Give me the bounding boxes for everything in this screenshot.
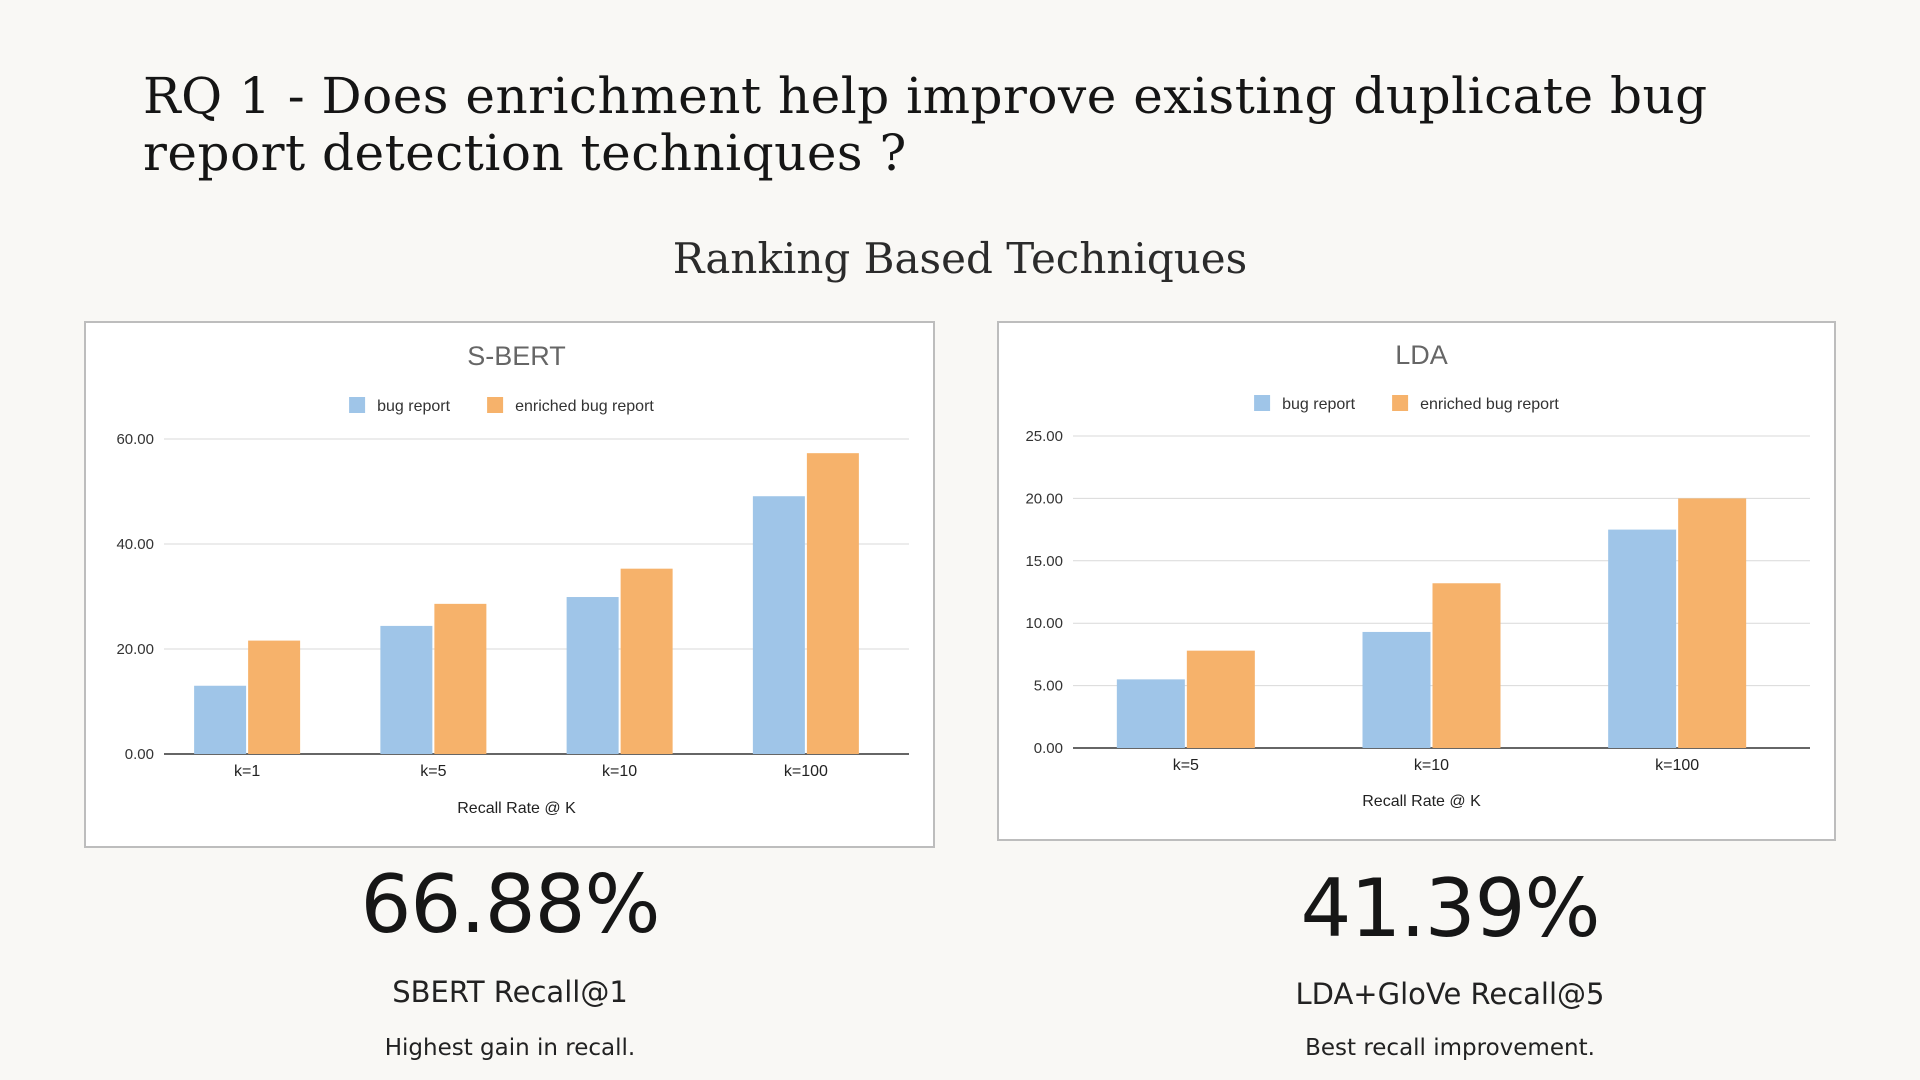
bar-k5-bug-report [1116, 679, 1185, 748]
bar-k100-bug-report [1608, 529, 1677, 748]
x-tick-label: k=10 [602, 763, 637, 780]
x-axis-label: Recall Rate @ K [457, 800, 576, 817]
y-tick-label: 20.00 [1025, 490, 1063, 507]
legend-label-0: bug report [1282, 396, 1355, 413]
y-tick-label: 60.00 [116, 431, 154, 448]
sbert-stat-value: 66.88% [360, 858, 660, 951]
chart-title: LDA [1395, 340, 1448, 370]
x-tick-label: k=100 [1655, 757, 1699, 774]
lda-stat-value: 41.39% [1300, 862, 1600, 955]
y-tick-label: 0.00 [125, 746, 154, 763]
x-axis-label: Recall Rate @ K [1362, 793, 1481, 810]
bar-k1-enriched [248, 640, 301, 754]
bar-k10-bug-report [566, 597, 619, 754]
bar-k1-bug-report [194, 685, 247, 754]
legend-swatch-0 [1254, 395, 1271, 411]
x-tick-label: k=100 [784, 763, 828, 780]
legend-swatch-1 [487, 397, 504, 413]
chart-title: S-BERT [467, 341, 566, 371]
x-tick-label: k=5 [420, 763, 446, 780]
bar-k5-enriched [434, 603, 487, 754]
sbert-chart-panel: S-BERT bug report enriched bug report 0.00 2… [84, 321, 935, 848]
bar-k10-enriched [620, 568, 673, 754]
bar-k100-enriched [806, 453, 859, 754]
y-tick-label: 5.00 [1034, 678, 1063, 695]
bar-k100-enriched [1678, 498, 1747, 748]
y-tick-label: 0.00 [1034, 740, 1063, 757]
bar-k5-enriched [1186, 650, 1255, 748]
section-subtitle: Ranking Based Techniques [672, 234, 1248, 283]
bar-k10-bug-report [1362, 631, 1431, 748]
y-tick-label: 25.00 [1025, 428, 1063, 445]
bar-k10-enriched [1432, 583, 1501, 748]
legend-label-0: bug report [377, 398, 450, 415]
y-tick-label: 15.00 [1025, 553, 1063, 570]
legend-label-1: enriched bug report [1420, 396, 1559, 413]
legend-swatch-1 [1392, 395, 1409, 411]
sbert-stat-description: Highest gain in recall. [384, 1035, 636, 1061]
sbert-bar-chart: S-BERT bug report enriched bug report 0.00 2… [116, 341, 909, 817]
y-tick-label: 10.00 [1025, 615, 1063, 632]
lda-chart-panel: LDA bug report enriched bug report 0.00 5.00… [997, 321, 1836, 841]
x-tick-label: k=10 [1414, 757, 1449, 774]
legend-swatch-0 [349, 397, 366, 413]
lda-bar-chart: LDA bug report enriched bug report 0.00 5.00… [1025, 340, 1810, 810]
x-tick-label: k=5 [1173, 757, 1199, 774]
slide-title: RQ 1 - Does enrichment help improve exis… [143, 67, 1708, 182]
x-tick-label: k=1 [234, 763, 260, 780]
bar-k100-bug-report [752, 496, 805, 754]
bar-k5-bug-report [380, 625, 433, 754]
lda-stat-description: Best recall improvement. [1305, 1035, 1595, 1061]
y-tick-label: 40.00 [116, 536, 154, 553]
lda-stat-label: LDA+GloVe Recall@5 [1295, 977, 1605, 1011]
y-tick-label: 20.00 [116, 641, 154, 658]
legend-label-1: enriched bug report [515, 398, 654, 415]
sbert-stat-label: SBERT Recall@1 [392, 975, 628, 1009]
